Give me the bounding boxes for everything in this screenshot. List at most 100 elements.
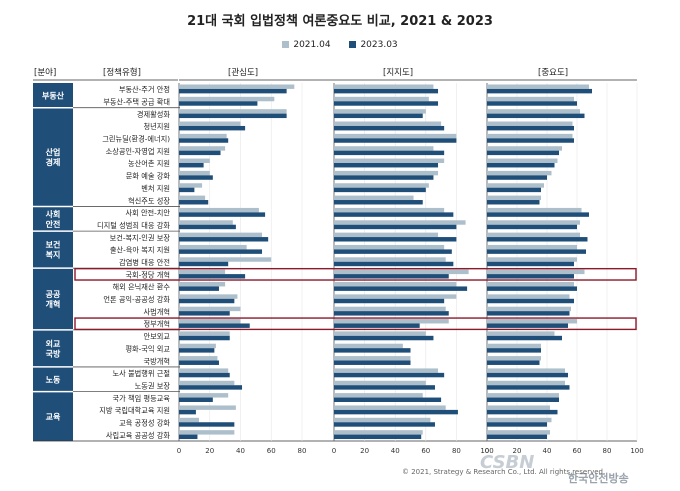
policy-label: 혁신주도 성장	[128, 196, 170, 205]
bar-2023	[334, 335, 434, 341]
chart-title: 21대 국회 입법정책 여론중요도 비교, 2021 & 2023	[187, 14, 493, 29]
bar-2021	[487, 306, 571, 312]
bar-2021	[179, 170, 210, 176]
bar-2021	[334, 331, 426, 336]
bar-2021	[179, 368, 229, 373]
bar-2021	[334, 220, 466, 225]
bar-2023	[334, 385, 435, 390]
policy-label: 소상공인-자영업 지원	[106, 147, 170, 156]
tick-label: 0	[177, 447, 181, 455]
tick-label: 40	[236, 447, 245, 455]
bar-2023	[334, 162, 439, 168]
bar-2021	[179, 393, 229, 398]
field-label: 보건	[46, 240, 61, 250]
policy-label: 노동권 보장	[135, 381, 171, 390]
bar-2021	[487, 393, 559, 398]
bar-2021	[487, 133, 573, 139]
bar-2023	[334, 175, 434, 180]
bar-2021	[179, 331, 230, 336]
bar-2021	[334, 257, 446, 262]
field-label: 부동산	[42, 90, 65, 100]
bar-2023	[487, 113, 585, 119]
bar-2023	[487, 237, 588, 242]
tick-label: 60	[573, 447, 582, 455]
legend-item-2021: 2021.04	[282, 40, 331, 50]
bar-2021	[179, 306, 241, 312]
bar-2021	[179, 356, 218, 361]
field-label: 경제	[46, 157, 61, 167]
bar-2023	[487, 434, 547, 440]
bar-2023	[179, 88, 287, 94]
tick-label: 80	[603, 447, 612, 455]
policy-label: 교육 공정성 강화	[119, 418, 170, 427]
bar-2023	[334, 187, 426, 193]
bar-2023	[179, 249, 263, 254]
bar-2023	[334, 101, 439, 106]
bar-2021	[179, 84, 295, 89]
bar-2023	[179, 397, 213, 402]
bar-2023	[334, 422, 435, 427]
field-label: 개혁	[46, 299, 61, 309]
bar-2023	[487, 138, 574, 143]
legend-item-2023: 2023.03	[349, 40, 398, 50]
field-label: 국방	[46, 348, 61, 358]
bar-2023	[179, 138, 229, 143]
field-label: 복지	[46, 250, 61, 260]
watermark-logo: CSBN	[480, 452, 535, 473]
bar-2023	[487, 409, 558, 415]
bar-2021	[179, 220, 233, 225]
field-label: 사회	[46, 209, 61, 219]
bar-2021	[334, 368, 439, 373]
bar-2023	[487, 348, 541, 353]
bar-2021	[179, 257, 272, 262]
bar-2021	[487, 430, 550, 435]
bar-2023	[487, 162, 555, 168]
bar-2021	[487, 170, 552, 176]
bar-2021	[179, 232, 263, 238]
legend-label-2023: 2023.03	[360, 40, 398, 50]
bar-2023	[487, 125, 574, 131]
legend-label-2021: 2021.04	[293, 40, 331, 50]
policy-label: 노사 불법행위 근절	[113, 369, 170, 378]
bar-2023	[334, 261, 454, 267]
bar-2021	[179, 133, 227, 139]
bar-2023	[487, 249, 586, 254]
bar-2021	[487, 220, 580, 225]
bar-2021	[179, 207, 259, 213]
bar-2023	[179, 286, 219, 291]
bar-2021	[179, 244, 247, 250]
field-label: 노동	[46, 375, 61, 384]
bar-2021	[487, 380, 565, 386]
tick-label: 20	[513, 447, 522, 455]
bar-2023	[179, 175, 213, 180]
bar-2023	[179, 298, 235, 304]
bar-2023	[179, 212, 266, 217]
field-label: 안전	[46, 219, 61, 229]
bar-2023	[487, 422, 547, 427]
bar-2021	[179, 109, 287, 114]
policy-label: 부동산-주거 안정	[119, 85, 170, 94]
tick-label: 0	[485, 447, 489, 455]
bar-2023	[334, 298, 445, 304]
bar-2023	[179, 385, 243, 390]
bar-2023	[334, 397, 442, 402]
bar-2021	[487, 244, 577, 250]
bar-2021	[334, 269, 469, 275]
bar-2021	[334, 170, 439, 176]
bar-2023	[179, 434, 198, 440]
policy-label: 언론 공익-공공성 강화	[103, 295, 170, 304]
policy-label: 정부개혁	[144, 320, 170, 329]
policy-label: 사립교육 공공성 강화	[106, 431, 170, 440]
bar-2021	[334, 306, 446, 312]
field-label: 외교	[46, 338, 61, 348]
bar-2021	[179, 183, 203, 188]
bar-2023	[334, 200, 423, 205]
bar-2023	[179, 372, 230, 378]
tick-label: 20	[360, 447, 369, 455]
bar-2021	[334, 417, 431, 423]
bar-2023	[179, 335, 230, 341]
bar-2021	[179, 158, 210, 163]
policy-label: 국가 책임 평등교육	[113, 394, 171, 403]
policy-label: 청년지원	[144, 122, 170, 131]
